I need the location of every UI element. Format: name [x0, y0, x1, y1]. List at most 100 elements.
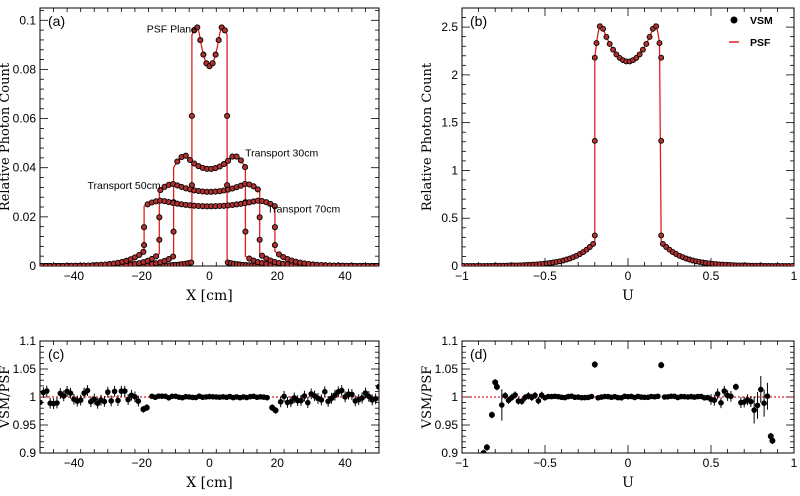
y-tick-label: 1 [451, 163, 458, 177]
y-axis-title: VSM/PSF [420, 366, 435, 430]
outlier-point [376, 383, 379, 390]
y-tick-label: 0.9 [441, 446, 458, 460]
y-tick-label: 1.05 [435, 362, 459, 376]
outlier-point [488, 411, 495, 418]
data-point [140, 248, 147, 255]
data-point [658, 54, 665, 61]
y-tick-label: 0.9 [19, 446, 36, 460]
x-tick-label: −0.5 [533, 456, 557, 470]
data-point [643, 40, 650, 47]
data-point [535, 398, 542, 404]
data-point [122, 388, 128, 394]
data-point [761, 400, 767, 407]
plot-area [40, 383, 379, 414]
data-point [77, 397, 84, 403]
y-tick-label: 0.04 [13, 161, 37, 175]
outlier-point [272, 407, 279, 414]
data-point [101, 398, 108, 405]
data-point [338, 387, 345, 394]
data-point [288, 398, 294, 405]
x-axis-title: X [cm] [186, 475, 232, 491]
data-point [721, 388, 728, 394]
data-point [748, 398, 754, 405]
data-point [636, 51, 643, 58]
x-tick-label: −1 [455, 456, 469, 470]
data-point [153, 253, 160, 260]
data-point [125, 396, 131, 403]
y-tick-label: 1 [29, 390, 36, 404]
data-point [242, 164, 249, 171]
data-point [271, 242, 278, 249]
data-point [157, 187, 164, 194]
y-tick-label: 2.5 [441, 20, 458, 34]
data-point [711, 397, 718, 404]
data-point [191, 160, 198, 167]
panel-label: (c) [48, 346, 64, 362]
data-point [84, 387, 91, 394]
data-point [603, 33, 610, 40]
data-point [132, 394, 138, 400]
data-point [322, 388, 328, 395]
data-point [256, 214, 263, 221]
data-point [220, 161, 227, 168]
x-tick-label: 0 [625, 269, 632, 283]
plot-area [462, 22, 794, 266]
plot-frame [461, 7, 795, 267]
data-point [646, 33, 653, 40]
data-point [789, 262, 794, 266]
x-axis-title: X [cm] [186, 288, 232, 304]
data-point [197, 37, 204, 44]
data-point [366, 393, 372, 400]
data-point [658, 232, 665, 239]
y-tick-label: 1.5 [441, 116, 458, 130]
x-tick-label: 40 [338, 269, 352, 283]
data-point [332, 392, 338, 399]
y-tick-label: 1.1 [19, 334, 36, 348]
outlier-point [483, 444, 490, 451]
data-point [250, 183, 257, 190]
y-tick-label: 0.95 [13, 418, 37, 432]
series-annotation: Transport 30cm [245, 148, 318, 160]
plot-area [462, 361, 794, 453]
data-point [256, 236, 263, 243]
data-point [67, 390, 74, 397]
data-point [156, 214, 163, 221]
outlier-point [591, 361, 598, 368]
data-point [275, 251, 283, 258]
data-point [60, 393, 67, 399]
data-point [593, 40, 600, 47]
x-tick-label: 20 [271, 456, 285, 470]
y-tick-label: 0 [451, 259, 458, 273]
y-tick-label: 0.08 [13, 62, 37, 76]
y-tick-label: 1.05 [13, 362, 37, 376]
plot-frame [39, 7, 380, 267]
data-point [639, 46, 646, 53]
data-point [373, 262, 379, 266]
plot-area [40, 24, 379, 266]
outlier-point [480, 450, 487, 453]
x-tick-label: 0.5 [703, 456, 720, 470]
data-point [277, 399, 284, 405]
data-point [141, 224, 148, 231]
legend-label-psf: PSF [750, 37, 771, 49]
legend-label-vsm: VSM [750, 15, 773, 27]
data-point [221, 27, 228, 34]
data-point [271, 203, 278, 210]
y-axis-title: Relative Photon Count [0, 62, 13, 211]
data-point [349, 391, 355, 398]
outlier-point [769, 437, 776, 444]
data-point [590, 240, 597, 247]
panel-label: (a) [48, 13, 65, 29]
outlier-point [658, 362, 665, 369]
data-point [714, 391, 721, 397]
data-point [281, 393, 287, 400]
panel-c: −40 −20 0 20 40 0.9 0.95 1 1.05 1.1 X [cm] VSM/PSF (… [0, 334, 380, 491]
series-annotation: Transport 70cm [267, 204, 340, 216]
data-point [359, 395, 365, 401]
data-point [170, 228, 177, 235]
data-point [301, 393, 308, 399]
x-tick-label: −40 [64, 456, 85, 470]
x-tick-label: 1 [791, 269, 798, 283]
panel-label: (d) [470, 346, 487, 362]
